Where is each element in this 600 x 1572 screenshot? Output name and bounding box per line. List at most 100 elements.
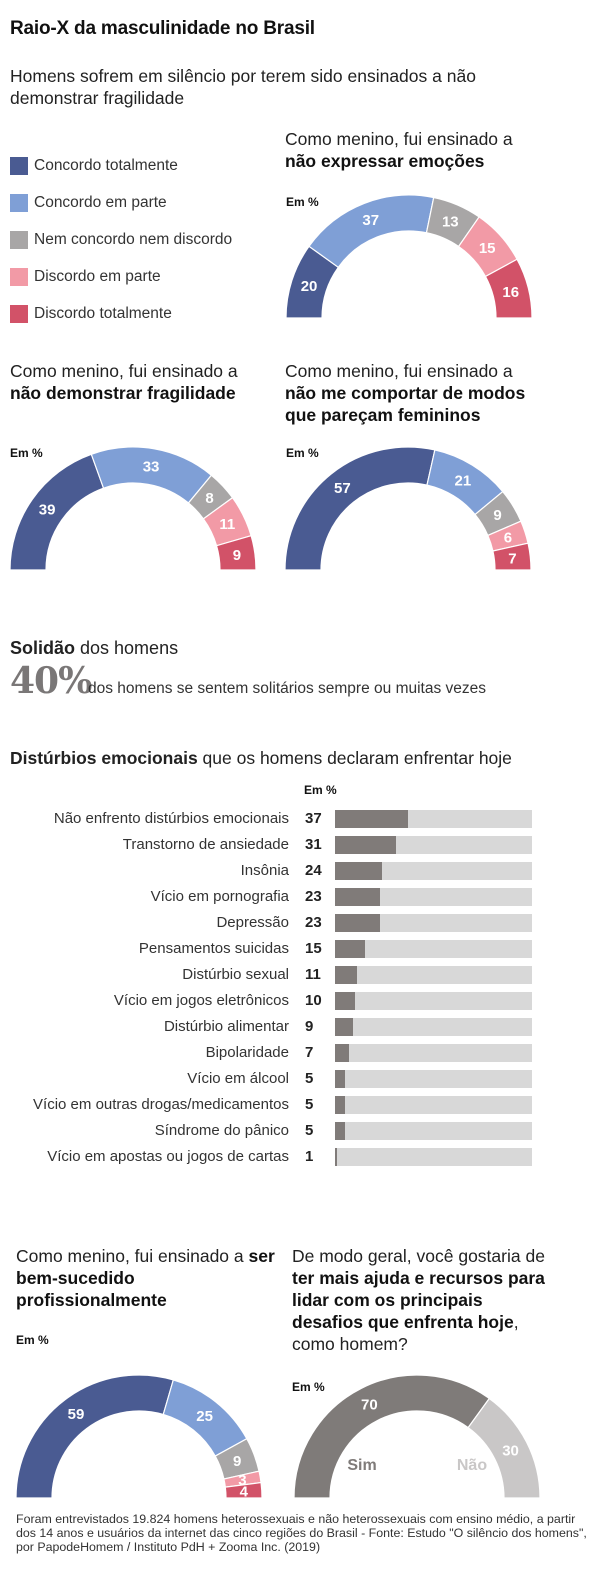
donut-segment-concordo-em-parte [90, 446, 213, 504]
bar-track [335, 1122, 532, 1140]
donut-segment-concordo-totalmente [9, 453, 105, 571]
bar-fill [335, 836, 397, 854]
bar-row: Transtorno de ansiedade 31 [0, 835, 600, 861]
bar-track [335, 810, 532, 828]
donut-value-label: 59 [68, 1406, 85, 1423]
bar-row: Vício em apostas ou jogos de cartas 1 [0, 1147, 600, 1173]
bar-track [335, 888, 532, 906]
donut-segment-não [467, 1397, 541, 1499]
donut-segment-nem-concordo-nem-discordo [425, 196, 480, 248]
bar-track [335, 1096, 532, 1114]
legend-swatch [10, 230, 28, 249]
bar-fill [335, 940, 365, 958]
donut-category-label-não: Não [457, 1457, 487, 1474]
donut-segment-nem-concordo-nem-discordo [214, 1437, 260, 1480]
unit-label: Em % [10, 446, 43, 460]
bar-fill [335, 914, 381, 932]
solidao-heading: Solidão dos homens [10, 638, 179, 658]
donut-value-label: 6 [504, 530, 512, 547]
bar-fill [335, 1096, 345, 1114]
donut-segment-discordo-em-parte [457, 216, 518, 278]
bar-row: Vício em pornografia 23 [0, 887, 600, 913]
bar-track [335, 966, 532, 984]
bar-row: Insônia 24 [0, 861, 600, 887]
bar-category-label: Bipolaridade [205, 1044, 289, 1061]
bar-fill [335, 1044, 349, 1062]
bar-value-label: 5 [305, 1122, 314, 1139]
chart-title-mais-ajuda: De modo geral, você gostaria de ter mais… [292, 1246, 545, 1354]
legend-label: Discordo totalmente [34, 304, 172, 322]
bar-fill [335, 966, 357, 984]
disturbios-heading: Distúrbios emocionais que os homens decl… [10, 748, 512, 768]
donut-value-label: 3 [238, 1472, 246, 1489]
donut-value-label: 9 [493, 507, 501, 524]
chart-title-bem-sucedido: Como menino, fui ensinado a ser bem-suce… [16, 1246, 275, 1310]
donut-segment-discordo-totalmente [492, 542, 532, 571]
unit-label: Em % [304, 783, 337, 797]
legend-label: Discordo em parte [34, 267, 161, 285]
bar-fill [335, 1122, 345, 1140]
donut-segment-concordo-em-parte [426, 449, 504, 516]
bar-row: Pensamentos suicidas 15 [0, 939, 600, 965]
legend-label: Concordo em parte [34, 193, 167, 211]
solidao-big-number: 40% [10, 660, 92, 702]
bar-track [335, 1018, 532, 1036]
donut-segment-discordo-em-parte [487, 520, 529, 552]
donut-value-label: 21 [455, 472, 472, 489]
legend-item: Concordo em parte [10, 184, 232, 221]
donut-segment-nem-concordo-nem-discordo [187, 474, 234, 520]
donut-value-label: 30 [502, 1442, 519, 1459]
legend-item: Discordo em parte [10, 258, 232, 295]
donut-value-label: 11 [219, 516, 235, 533]
bar-track [335, 1044, 532, 1062]
donut-value-label: 7 [508, 550, 516, 567]
bar-category-label: Distúrbio sexual [182, 966, 289, 983]
donut-segment-concordo-totalmente [284, 446, 436, 571]
bar-category-label: Vício em outras drogas/medicamentos [33, 1096, 289, 1113]
bar-row: Vício em outras drogas/medicamentos 5 [0, 1095, 600, 1121]
donut-value-label: 70 [361, 1396, 378, 1413]
donut-value-label: 13 [442, 213, 459, 230]
bar-category-label: Insônia [240, 862, 289, 879]
legend-swatch [10, 193, 28, 212]
bar-track [335, 992, 532, 1010]
donut-value-label: 57 [334, 480, 351, 497]
bar-category-label: Transtorno de ansiedade [122, 836, 289, 853]
donut-value-label: 9 [233, 1453, 241, 1470]
bar-row: Não enfrento distúrbios emocionais 37 [0, 809, 600, 835]
bar-row: Vício em jogos eletrônicos 10 [0, 991, 600, 1017]
donut-value-label: 25 [196, 1408, 213, 1425]
bar-value-label: 1 [305, 1148, 314, 1165]
chart-title-expressar-emocoes: Como menino, fui ensinado a não expressa… [285, 129, 513, 171]
bar-value-label: 37 [305, 810, 322, 827]
bar-value-label: 23 [305, 888, 322, 905]
bar-track [335, 1148, 532, 1166]
legend-swatch [10, 304, 28, 323]
bar-row: Depressão 23 [0, 913, 600, 939]
bar-chart-disturbios: Não enfrento distúrbios emocionais 37 Tran… [0, 780, 600, 1180]
bar-category-label: Vício em apostas ou jogos de cartas [47, 1148, 289, 1165]
donut-value-label: 4 [240, 1483, 249, 1500]
solidao-text: dos homens se sentem solitários sempre o… [88, 680, 487, 697]
legend-item: Nem concordo nem discordo [10, 221, 232, 258]
donut-value-label: 8 [205, 490, 213, 507]
donut-value-label: 20 [301, 278, 318, 295]
donut-value-label: 15 [479, 240, 496, 257]
bar-track [335, 836, 532, 854]
donut-segment-discordo-em-parte [223, 1470, 262, 1488]
bar-fill [335, 1148, 337, 1166]
bar-fill [335, 862, 383, 880]
donut-value-label: 39 [39, 502, 56, 519]
donut-segment-discordo-totalmente [484, 258, 533, 319]
footnote-source: Foram entrevistados 19.824 homens hetero… [16, 1512, 587, 1554]
legend-swatch [10, 267, 28, 286]
page-subtitle: Homens sofrem em silêncio por terem sido… [10, 66, 476, 108]
bar-row: Bipolaridade 7 [0, 1043, 600, 1069]
bar-fill [335, 810, 408, 828]
bar-track [335, 940, 532, 958]
donut-segment-nem-concordo-nem-discordo [474, 490, 522, 537]
donut-segment-discordo-em-parte [202, 496, 252, 547]
legend-item: Concordo totalmente [10, 147, 232, 184]
donut-segment-concordo-em-parte [308, 194, 435, 269]
bar-category-label: Distúrbio alimentar [163, 1018, 289, 1035]
